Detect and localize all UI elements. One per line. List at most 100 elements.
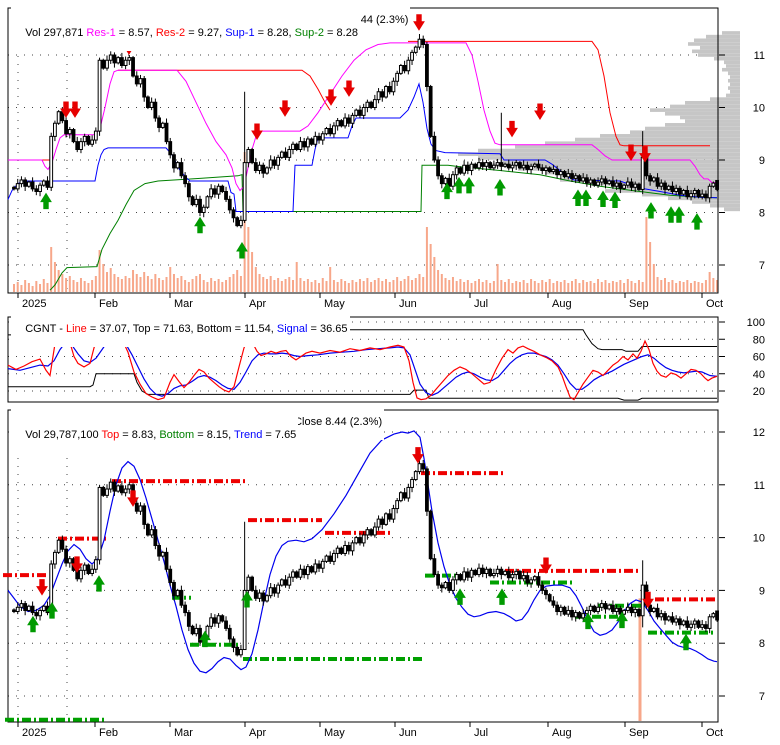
volume-bar [671, 280, 674, 292]
candle-body [205, 196, 210, 208]
volume-bar [46, 283, 49, 292]
candle-body [350, 114, 355, 124]
candle-body [343, 117, 347, 127]
volume-profile-bar [478, 148, 740, 153]
volume-bar [664, 278, 666, 292]
candle-body [309, 566, 314, 573]
candle-body [402, 65, 407, 72]
candle-body [685, 189, 690, 198]
stoch-line [7, 326, 718, 401]
y-axis-label: 80 [753, 334, 765, 346]
candle-body [365, 529, 370, 536]
volume-bar [180, 276, 183, 292]
candle-body [242, 589, 247, 651]
volume-bar [239, 276, 242, 292]
volume-profile-bar [665, 123, 740, 127]
stoch-signal-label: Signal [276, 323, 308, 335]
candle-body [134, 75, 139, 85]
candle-body [172, 581, 176, 597]
candle-body [116, 57, 121, 64]
candle-body [15, 183, 20, 190]
candle-body [339, 547, 344, 554]
volume-bar [526, 283, 529, 292]
volume-bar [120, 279, 123, 292]
candle-body [324, 128, 329, 135]
candle-body [603, 603, 608, 610]
sell-signal-arrow [540, 557, 552, 574]
candle-body [153, 101, 158, 119]
candle-body [227, 627, 232, 640]
volume-bar [693, 281, 696, 292]
candle-body [231, 638, 236, 648]
volume-bar [221, 282, 224, 292]
volume-bar [466, 280, 469, 292]
candle-body [279, 579, 284, 586]
volume-bar [262, 277, 265, 292]
candle-body [465, 571, 470, 578]
candle-body [480, 567, 485, 575]
candle-body [659, 182, 664, 187]
candle-body [224, 620, 228, 629]
candle-body [146, 96, 150, 108]
candle-body [168, 141, 173, 156]
volume-bar [541, 280, 544, 292]
candle-body [514, 162, 519, 166]
candle-body [651, 177, 656, 182]
volume-bar [236, 270, 239, 292]
candle-body [503, 570, 507, 576]
candle-body [49, 135, 54, 188]
volume-bar [318, 283, 321, 292]
volume-bar [351, 280, 354, 292]
volume-bar [399, 281, 402, 292]
candle-body [462, 571, 467, 581]
candle-body [45, 180, 50, 188]
volume-bar [210, 278, 213, 292]
candle-body [328, 128, 333, 135]
candle-body [235, 217, 240, 227]
candle-body [127, 57, 132, 61]
candle-body [581, 613, 586, 619]
volume-bar [132, 270, 135, 292]
buy-signal-arrow [673, 206, 685, 223]
volume-bar [366, 278, 369, 292]
x-axis-month-label: Oct [706, 727, 723, 739]
candle-body [398, 492, 403, 502]
volume-bar [102, 264, 105, 292]
candle-body [198, 198, 202, 213]
candle-body [462, 164, 467, 174]
candle-body [105, 488, 109, 496]
volume-bar [206, 282, 209, 292]
candle-body [354, 109, 359, 116]
candle-body [570, 609, 574, 618]
volume-bar [600, 282, 603, 292]
candle-body [250, 149, 254, 164]
candle-body [570, 173, 574, 179]
volume-bar [597, 279, 600, 292]
volume-bar [716, 280, 719, 292]
x-axis-month-label: May [324, 727, 345, 739]
x-axis-month-label: Mar [174, 298, 193, 310]
volume-bar [53, 262, 56, 292]
y-axis-label: 8 [759, 638, 765, 650]
sell-signal-arrow [625, 144, 637, 161]
candle-body [320, 133, 325, 141]
candle-body [670, 616, 675, 623]
candle-body [235, 646, 240, 656]
volume-bar [336, 282, 339, 292]
candle-body [495, 568, 500, 575]
candle-body [596, 181, 600, 186]
volume-profile-bar [700, 45, 740, 50]
candle-body [510, 574, 515, 579]
candle-body [172, 154, 176, 169]
volume-bar [571, 281, 573, 292]
panel1-header-line2: Vol 297,871 Res-1 = 8.57, Res-2 = 9.27, … [11, 15, 360, 51]
candle-body [64, 120, 68, 135]
candle-body [34, 188, 39, 192]
volume-bar [478, 279, 480, 292]
volume-bar [425, 227, 428, 292]
candle-body [584, 177, 589, 184]
candle-body [212, 188, 217, 195]
candle-body [436, 159, 440, 177]
volume-bar [559, 282, 562, 292]
